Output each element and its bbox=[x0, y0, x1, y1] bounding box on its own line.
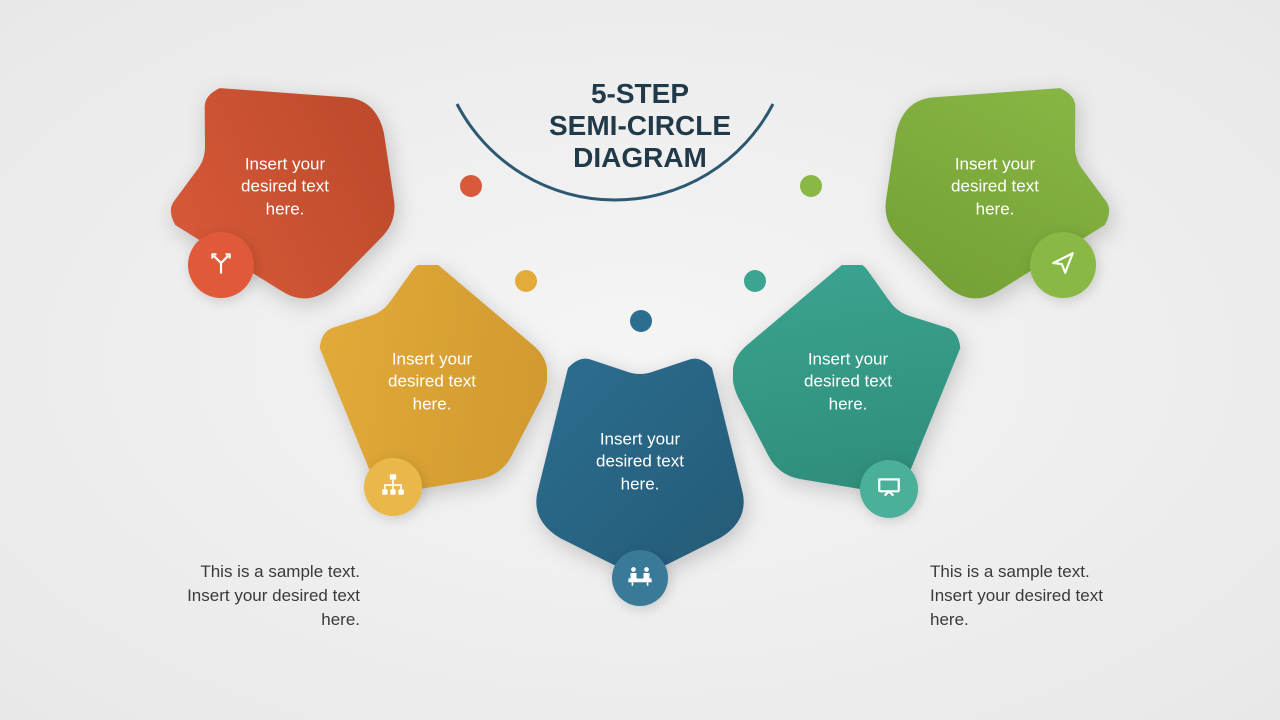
send-icon bbox=[1050, 250, 1076, 281]
caption-left: This is a sample text.Insert your desire… bbox=[140, 560, 360, 631]
petal-2: Insert yourdesired texthere. bbox=[317, 265, 547, 500]
petal-3-text: Insert yourdesired texthere. bbox=[596, 428, 684, 497]
petal-1-text: Insert yourdesired texthere. bbox=[241, 153, 329, 222]
arc-dot-2 bbox=[515, 270, 537, 292]
petal-1-icon-circle bbox=[188, 232, 254, 298]
meet-icon bbox=[627, 563, 653, 594]
org-icon bbox=[380, 472, 406, 503]
petal-2-icon-circle bbox=[364, 458, 422, 516]
fork-icon bbox=[208, 250, 234, 281]
petal-2-text: Insert yourdesired texthere. bbox=[388, 348, 476, 417]
petal-3: Insert yourdesired texthere. bbox=[525, 345, 755, 580]
arc-dot-5 bbox=[800, 175, 822, 197]
arc-dot-3 bbox=[630, 310, 652, 332]
caption-right-text: This is a sample text.Insert your desire… bbox=[930, 560, 1150, 631]
caption-left-text: This is a sample text.Insert your desire… bbox=[140, 560, 360, 631]
petal-5-icon-circle bbox=[1030, 232, 1096, 298]
petal-3-icon-circle bbox=[612, 550, 668, 606]
arc-dot-1 bbox=[460, 175, 482, 197]
petal-4-text: Insert yourdesired texthere. bbox=[804, 348, 892, 417]
petal-4-icon-circle bbox=[860, 460, 918, 518]
caption-right: This is a sample text.Insert your desire… bbox=[930, 560, 1150, 631]
board-icon bbox=[876, 474, 902, 505]
arc-dot-4 bbox=[744, 270, 766, 292]
petal-5-text: Insert yourdesired texthere. bbox=[951, 153, 1039, 222]
